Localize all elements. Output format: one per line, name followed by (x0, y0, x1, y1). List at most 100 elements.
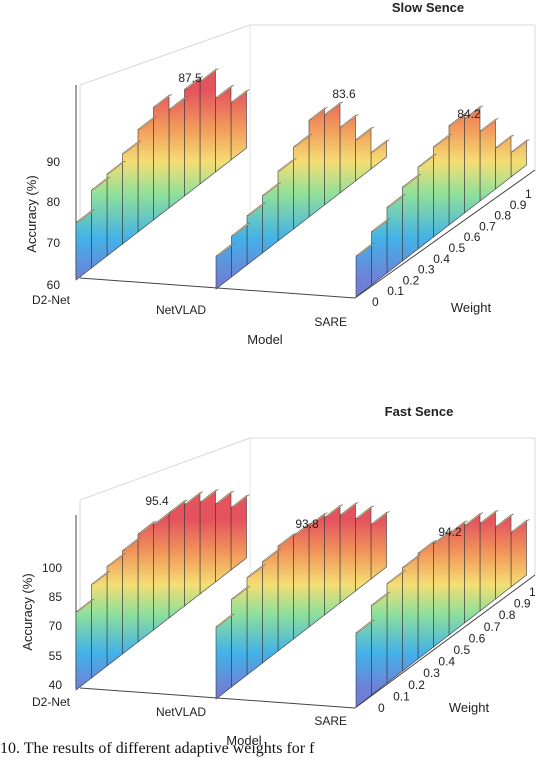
bar-top (510, 519, 530, 533)
bar-top (246, 202, 266, 216)
weight-ticks: 0 0.10.20.30.40.50.60.70.80.91 (372, 187, 532, 309)
weight-tick-label: 0 (372, 295, 379, 309)
bar-top (262, 182, 282, 196)
bar (231, 223, 248, 278)
bar (464, 512, 481, 624)
bar (386, 194, 403, 274)
bar (495, 135, 512, 190)
bar (479, 510, 496, 612)
z-axis-label: Accuracy (%) (24, 175, 39, 252)
panel-slow: Slow Sence 60 70 80 90 Accuracy (%) D2-N… (24, 0, 536, 347)
z-tick-label: 70 (49, 619, 63, 633)
bar-group (75, 489, 530, 708)
bar (277, 158, 294, 242)
bar-top (495, 513, 515, 528)
weight-tick-label: 0.4 (438, 655, 455, 669)
y-axis-label: Weight (449, 700, 490, 715)
bar-top (168, 96, 188, 110)
bar-top (246, 564, 266, 578)
bar-top (215, 490, 235, 505)
bar (402, 174, 419, 262)
bar (215, 614, 232, 700)
bar (215, 85, 232, 173)
bar-top (199, 68, 219, 82)
weight-tick-label: 0.5 (449, 241, 466, 255)
bar-top (91, 176, 111, 191)
bar (355, 243, 372, 298)
bar-top (122, 140, 142, 154)
bar-top (339, 502, 359, 516)
bar-top (433, 133, 453, 147)
bar (246, 564, 263, 676)
bar (433, 531, 450, 648)
weight-tick-label: 0.3 (423, 666, 440, 680)
bar-top (324, 101, 344, 115)
bar-top (262, 548, 282, 562)
bar-top (231, 586, 251, 600)
weight-tick-label: 0.8 (499, 608, 516, 622)
bar (371, 219, 388, 286)
panel-fast: Fast Sence 40 55 70 85 100 Accuracy (%) … (20, 404, 536, 748)
peak-label: 95.4 (145, 494, 169, 508)
model-tick-label: NetVLAD (156, 303, 206, 317)
bar (293, 523, 310, 640)
bar (153, 94, 170, 221)
bar (293, 134, 310, 230)
bar-top (75, 209, 95, 223)
bar (355, 127, 372, 182)
bar-top (371, 592, 391, 606)
z-tick-label: 85 (49, 590, 63, 604)
weight-tick-label: 0.6 (464, 230, 481, 244)
bar (75, 599, 92, 691)
bar (106, 553, 123, 667)
bar-top (106, 553, 126, 567)
model-tick-label: SARE (314, 714, 347, 728)
bar-top (417, 153, 437, 168)
bar-top (153, 94, 173, 108)
weight-tick-label: 0.4 (433, 252, 450, 266)
bar (106, 161, 123, 257)
bar-top (324, 504, 344, 518)
bar (153, 512, 170, 631)
weight-tick-label: 0.6 (469, 631, 486, 645)
bar-top (464, 105, 484, 119)
peak-label: 84.2 (457, 107, 481, 121)
bar-top (215, 613, 235, 628)
bar-top (230, 494, 250, 508)
weight-tick-label: 0.3 (418, 263, 435, 277)
bar (417, 154, 434, 250)
bar-top (370, 139, 390, 153)
bar (339, 114, 356, 194)
bar (91, 571, 108, 679)
bar (510, 139, 527, 178)
bar (386, 570, 403, 684)
bar-top (137, 116, 157, 130)
bar-top (277, 158, 297, 172)
bar-top (371, 218, 391, 232)
bar-top (370, 511, 390, 525)
bar-top (339, 114, 359, 128)
bar-group (75, 68, 530, 298)
weight-tick-label: 0.2 (408, 678, 425, 692)
bar (402, 555, 419, 672)
bar-top (106, 160, 126, 175)
bar-top (75, 598, 95, 613)
bar-top (355, 619, 375, 634)
panel-title: Slow Sence (392, 0, 464, 15)
bar (168, 500, 185, 619)
bar (231, 586, 248, 688)
z-tick-label: 100 (42, 561, 62, 575)
bar-top (479, 510, 499, 524)
bar (355, 506, 372, 592)
bar (184, 76, 201, 197)
bar (277, 533, 294, 652)
bar (262, 548, 279, 664)
bar (371, 592, 388, 696)
bar (168, 96, 185, 209)
bar-top (293, 133, 313, 148)
model-tick-label: D2-Net (32, 293, 71, 307)
bar (199, 68, 216, 185)
bar (479, 118, 496, 202)
peak-label: 83.6 (332, 87, 356, 101)
